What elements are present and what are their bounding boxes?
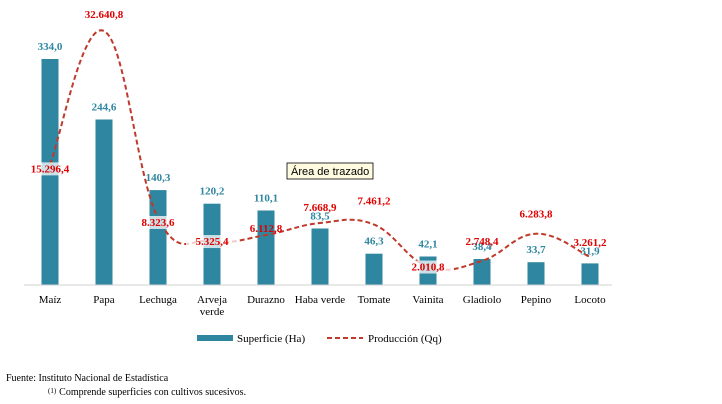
- bar-6: [365, 253, 383, 285]
- category-label: Maíz: [39, 294, 62, 306]
- plot-area-tooltip: Área de trazado: [286, 162, 374, 180]
- legend-label-superficie: Superficie (Ha): [237, 333, 305, 345]
- category-label: Tomate: [358, 294, 391, 306]
- bar-value-label: 33,7: [526, 244, 546, 256]
- category-label: Papa: [93, 294, 115, 306]
- category-label: Locoto: [574, 294, 606, 306]
- line-value-label: 7.668,9: [304, 202, 338, 214]
- legend-swatch-superficie: [197, 335, 233, 341]
- legend: Superficie (Ha) Producción (Qq): [197, 333, 442, 345]
- footnote: (1) Comprende superficies con cultivos su…: [48, 387, 246, 398]
- line-label-bg: [186, 235, 238, 249]
- footnote-mark: (1): [48, 387, 57, 395]
- bar-value-label: 244,6: [92, 102, 117, 114]
- line-value-labels: 15.296,4 32.640,8 8.323,6 5.325,4 6.112,8 7.6…: [24, 9, 607, 274]
- bar-value-label: 46,3: [364, 236, 384, 248]
- bar-value-label: 38,4: [472, 241, 492, 253]
- category-label: Durazno: [247, 294, 285, 306]
- bar-value-label: 334,0: [38, 41, 63, 53]
- category-label: Arveja: [197, 294, 227, 306]
- line-value-label: 32.640,8: [85, 9, 124, 21]
- bar-9: [527, 262, 545, 285]
- line-value-label: 2.748,4: [466, 236, 500, 248]
- bar-1: [95, 119, 113, 285]
- bar-value-labels: 334,0 244,6 140,3 120,2 110,1 83,5 46,3 42,1 38,…: [38, 41, 601, 257]
- plot-area-tooltip-text: Área de trazado: [291, 165, 369, 178]
- line-value-label: 5.325,4: [196, 236, 230, 248]
- category-label: Pepino: [521, 294, 552, 306]
- line-label-bg: [132, 215, 184, 229]
- bar-value-label: 83,5: [310, 211, 330, 223]
- category-label: Gladiolo: [463, 294, 502, 306]
- bar-value-label: 42,1: [418, 239, 437, 251]
- category-label: Vainita: [412, 294, 443, 306]
- bar-value-label: 120,2: [200, 186, 225, 198]
- line-series-produccion: [49, 29, 591, 271]
- line-value-label: 8.323,6: [142, 217, 176, 229]
- line-value-label: 2.010,8: [412, 262, 446, 274]
- bar-8: [473, 259, 491, 285]
- line-value-label: 15.296,4: [31, 163, 70, 175]
- line-value-label: 3.261,2: [574, 237, 608, 249]
- footnote-text: Comprende superficies con cultivos suces…: [59, 387, 247, 398]
- category-label: Lechuga: [139, 294, 177, 306]
- bar-2: [149, 190, 167, 285]
- bar-5: [311, 228, 329, 285]
- bar-4: [257, 210, 275, 285]
- category-label: verde: [200, 306, 225, 318]
- source-note: Fuente: Instituto Nacional de Estadístic…: [6, 373, 169, 384]
- line-value-label: 6.283,8: [520, 209, 554, 221]
- line-value-label: 7.461,2: [358, 196, 392, 208]
- bar-value-label: 140,3: [146, 172, 171, 184]
- bar-10: [581, 263, 599, 285]
- legend-label-produccion: Producción (Qq): [368, 333, 442, 345]
- bar-value-label: 110,1: [254, 193, 278, 205]
- line-label-bg: [402, 260, 454, 274]
- line-label-bg: [24, 162, 76, 176]
- category-label: Haba verde: [295, 294, 346, 306]
- line-value-label: 6.112,8: [250, 223, 283, 235]
